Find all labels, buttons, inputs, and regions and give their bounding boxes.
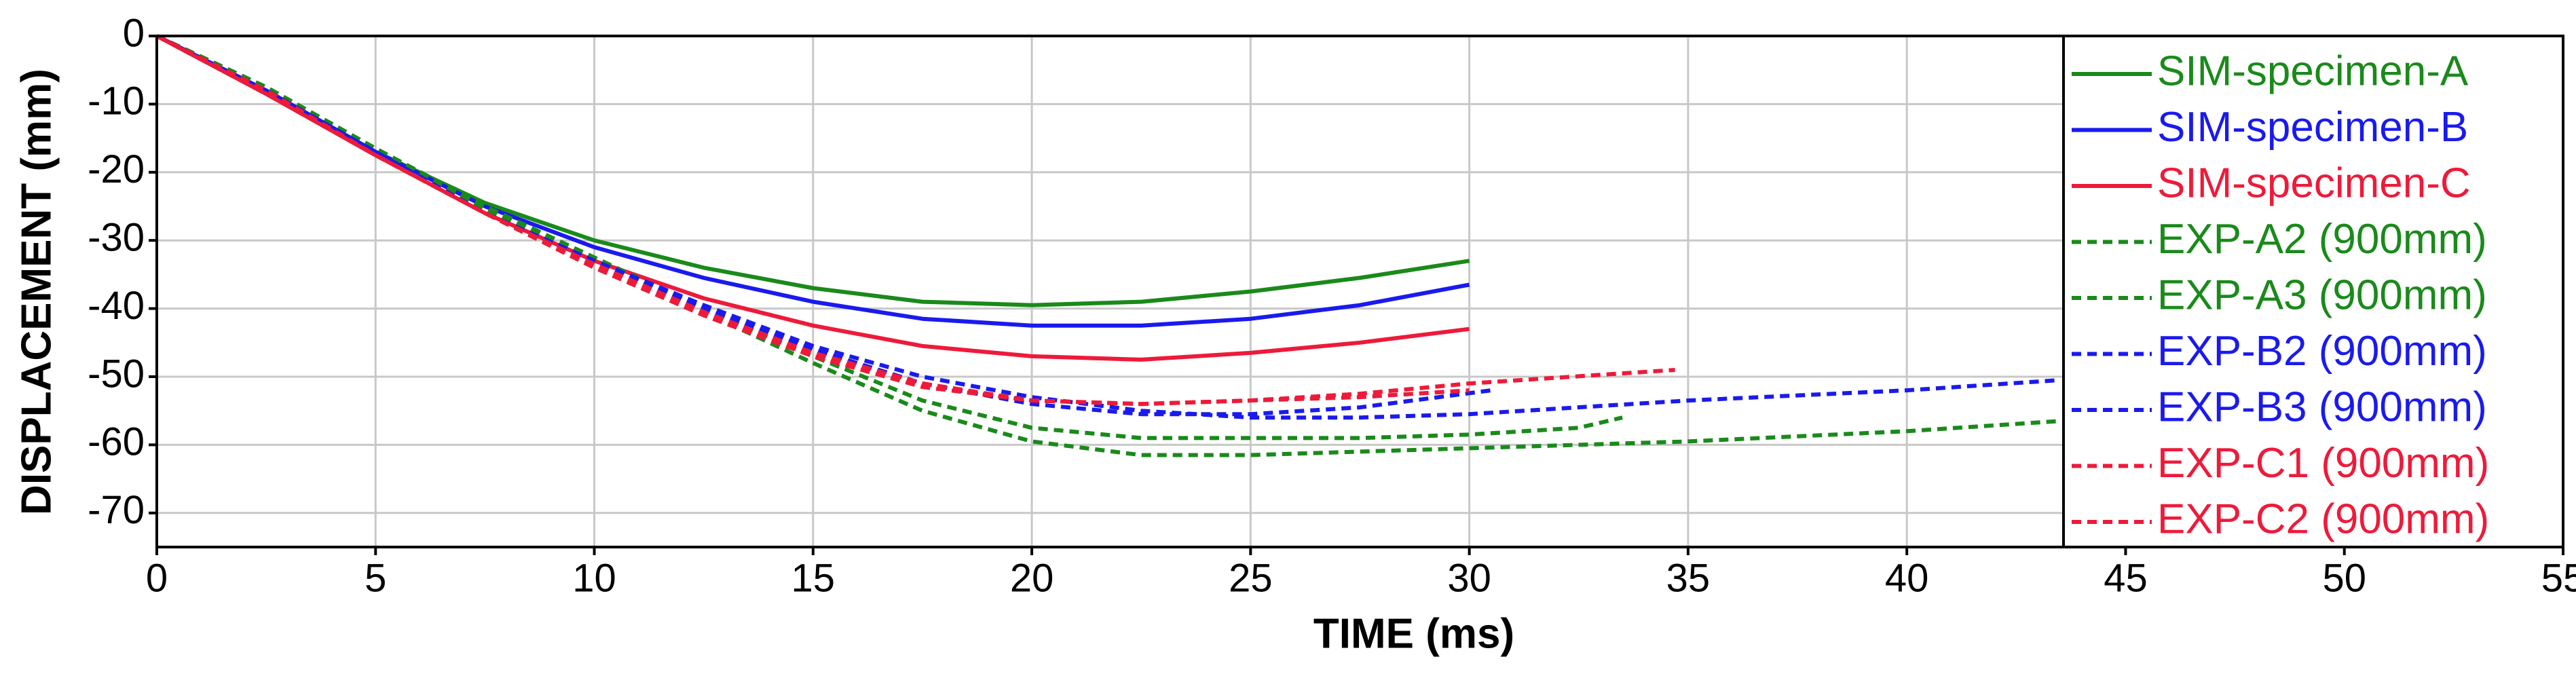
x-tick-label: 55 (2541, 556, 2576, 600)
series-line (155, 34, 1470, 328)
legend-label: SIM-specimen-C (2157, 159, 2471, 206)
x-tick-label: 50 (2322, 556, 2366, 600)
legend-label: EXP-B3 (900mm) (2157, 383, 2487, 430)
legend-label: SIM-specimen-B (2157, 104, 2468, 151)
legend-box (2062, 35, 2564, 548)
series-line (155, 34, 1470, 407)
x-tick-label: 0 (146, 556, 168, 600)
y-tick-label: -60 (88, 420, 145, 464)
legend-label: EXP-B2 (900mm) (2157, 328, 2487, 375)
x-tick-label: 10 (572, 556, 616, 600)
x-tick-label: 5 (365, 556, 386, 600)
legend-label: EXP-A3 (900mm) (2157, 271, 2487, 318)
x-tick-label: 25 (1229, 556, 1273, 600)
y-tick-label: 0 (123, 11, 145, 55)
legend-label: EXP-C1 (900mm) (2157, 440, 2489, 487)
y-tick-label: -40 (88, 284, 145, 328)
y-tick-label: -20 (88, 147, 145, 191)
series-line (155, 34, 2060, 457)
plot-lines (155, 34, 2061, 457)
x-tick-label: 35 (1666, 556, 1711, 600)
x-tick-label: 15 (791, 556, 836, 600)
plot-frame (155, 35, 2564, 548)
axes: 0 5 10 15 20 25 30 35 40 45 50 55 0 -10 -20 -30 -40 -50 -6… (88, 11, 2576, 600)
y-tick-label: -10 (88, 79, 145, 124)
y-tick-label: -30 (88, 216, 145, 260)
y-axis-title: DISPLACEMENT (mm) (13, 69, 60, 515)
legend-label: EXP-A2 (900mm) (2157, 216, 2487, 263)
legend-label: SIM-specimen-A (2157, 48, 2469, 94)
x-axis-title: TIME (ms) (1313, 610, 1514, 657)
y-tick-label: -70 (88, 488, 145, 532)
x-tick-label: 45 (2104, 556, 2148, 600)
series-line (155, 34, 2061, 420)
x-tick-label: 40 (1885, 556, 1929, 600)
legend: SIM-specimen-A SIM-specimen-B SIM-specimen… (2062, 35, 2564, 548)
y-tick-label: -50 (88, 352, 145, 396)
series-line (155, 34, 1470, 362)
x-tick-label: 30 (1447, 556, 1491, 600)
legend-label: EXP-C2 (900mm) (2157, 495, 2489, 542)
x-tick-label: 20 (1010, 556, 1054, 600)
series-line (155, 34, 1492, 417)
